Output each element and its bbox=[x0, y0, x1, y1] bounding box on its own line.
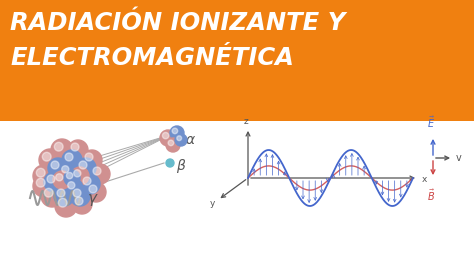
Text: $\vec{E}$: $\vec{E}$ bbox=[427, 115, 435, 130]
Circle shape bbox=[65, 153, 73, 161]
Circle shape bbox=[44, 172, 64, 192]
Circle shape bbox=[90, 164, 110, 184]
Circle shape bbox=[166, 138, 180, 152]
Circle shape bbox=[59, 163, 77, 181]
Text: ELECTROMAGNÉTICA: ELECTROMAGNÉTICA bbox=[10, 46, 294, 70]
Bar bbox=[0, 121, 474, 266]
Circle shape bbox=[48, 158, 68, 178]
Circle shape bbox=[58, 198, 67, 207]
Circle shape bbox=[44, 188, 53, 197]
Circle shape bbox=[65, 179, 83, 197]
Circle shape bbox=[172, 128, 178, 134]
Circle shape bbox=[39, 149, 61, 171]
Circle shape bbox=[160, 130, 176, 146]
Circle shape bbox=[64, 170, 80, 186]
Circle shape bbox=[42, 152, 51, 161]
Text: v: v bbox=[456, 153, 462, 163]
Circle shape bbox=[80, 174, 100, 194]
Circle shape bbox=[51, 139, 73, 161]
Bar bbox=[0, 0, 474, 121]
Circle shape bbox=[70, 186, 90, 206]
Circle shape bbox=[41, 185, 63, 207]
Circle shape bbox=[33, 175, 55, 197]
Circle shape bbox=[73, 170, 81, 177]
Circle shape bbox=[175, 134, 187, 146]
Circle shape bbox=[68, 140, 88, 160]
Circle shape bbox=[62, 166, 69, 173]
Circle shape bbox=[89, 185, 97, 193]
Circle shape bbox=[47, 175, 55, 183]
Text: α: α bbox=[186, 133, 195, 147]
Text: z: z bbox=[244, 117, 248, 126]
Circle shape bbox=[170, 126, 184, 140]
Circle shape bbox=[72, 194, 92, 214]
Circle shape bbox=[68, 182, 75, 189]
Circle shape bbox=[177, 136, 182, 141]
Text: RADIACIÓN IONIZANTE Y: RADIACIÓN IONIZANTE Y bbox=[10, 11, 345, 35]
Circle shape bbox=[53, 171, 71, 189]
Circle shape bbox=[36, 178, 45, 187]
Circle shape bbox=[168, 140, 173, 146]
Text: x: x bbox=[422, 174, 428, 184]
Circle shape bbox=[79, 161, 87, 169]
Text: β: β bbox=[176, 159, 185, 173]
Circle shape bbox=[73, 189, 81, 197]
Circle shape bbox=[93, 167, 101, 175]
Circle shape bbox=[56, 174, 63, 181]
Circle shape bbox=[166, 159, 174, 167]
Circle shape bbox=[33, 165, 55, 187]
Circle shape bbox=[62, 150, 82, 170]
Circle shape bbox=[76, 158, 96, 178]
Circle shape bbox=[54, 186, 74, 206]
Circle shape bbox=[66, 172, 73, 179]
Circle shape bbox=[51, 161, 59, 169]
Circle shape bbox=[57, 189, 65, 197]
Text: $\vec{B}$: $\vec{B}$ bbox=[427, 188, 435, 203]
Circle shape bbox=[163, 132, 169, 139]
Circle shape bbox=[55, 195, 77, 217]
Circle shape bbox=[82, 150, 102, 170]
Circle shape bbox=[86, 182, 106, 202]
Text: γ: γ bbox=[88, 190, 97, 206]
Circle shape bbox=[36, 168, 45, 177]
Circle shape bbox=[55, 142, 63, 151]
Circle shape bbox=[71, 167, 89, 185]
Circle shape bbox=[71, 143, 79, 151]
Circle shape bbox=[83, 177, 91, 185]
Circle shape bbox=[85, 153, 93, 161]
Text: y: y bbox=[210, 199, 215, 208]
Circle shape bbox=[75, 197, 83, 205]
